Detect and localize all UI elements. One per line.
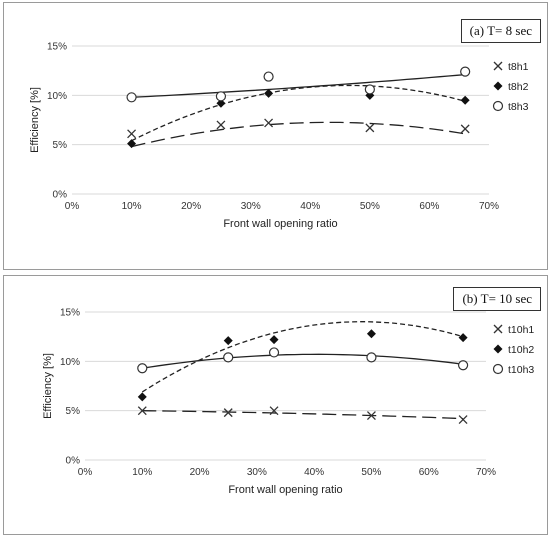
chart-a-y-tick-label: 0% xyxy=(53,190,68,201)
chart-b-legend-label-t10h3: t10h3 xyxy=(508,364,534,376)
chart-b-y-axis-title: Efficiency [%] xyxy=(42,353,54,419)
chart-b-point-t10h3 xyxy=(457,360,469,371)
chart-b-point-t10h3 xyxy=(223,352,234,363)
chart-a-x-tick-label: 10% xyxy=(122,201,142,212)
chart-b-legend-marker-t10h3 xyxy=(492,363,504,375)
chart-a-x-tick-label: 40% xyxy=(300,201,320,212)
chart-a-point-t8h2 xyxy=(127,139,137,149)
chart-b-point-t10h2 xyxy=(269,335,279,345)
chart-b-x-tick-label: 60% xyxy=(419,467,439,478)
chart-b-legend-marker-t10h2 xyxy=(493,344,503,354)
chart-a-point-t8h2 xyxy=(460,95,470,105)
chart-b-x-tick-label: 30% xyxy=(247,467,267,478)
chart-a-x-tick-label: 50% xyxy=(360,201,380,212)
chart-a-y-axis-title: Efficiency [%] xyxy=(29,87,41,153)
chart-a-legend-marker-t8h3 xyxy=(492,100,504,112)
chart-a-trendline-t8h1 xyxy=(131,121,466,148)
chart-a-svg: 0% 5% 10% 15% 0% 10% 20% 30% 40% 50% 60% 70% Front w… xyxy=(29,42,529,231)
chart-panel-b: 0% 5% 10% 15% 0% 10% 20% 30% 40% 50% 60% 70% Front w… xyxy=(3,275,548,535)
chart-b-trendline-t10h2 xyxy=(141,321,464,393)
chart-b-y-tick-label: 15% xyxy=(60,308,80,319)
chart-a-point-t8h3 xyxy=(126,92,137,103)
chart-a-point-t8h1 xyxy=(264,118,274,128)
chart-b-point-t10h2 xyxy=(223,336,233,346)
chart-b-point-t10h2 xyxy=(366,329,376,339)
chart-a-x-tick-label: 70% xyxy=(479,201,499,212)
chart-a-y-tick-label: 10% xyxy=(47,91,67,102)
chart-b-point-t10h1 xyxy=(137,406,147,416)
chart-b-legend-label-t10h2: t10h2 xyxy=(508,344,534,356)
chart-b-point-t10h1 xyxy=(366,411,376,421)
chart-a-x-tick-label: 60% xyxy=(419,201,439,212)
chart-b-y-tick-label: 5% xyxy=(66,406,81,417)
chart-a-point-t8h3 xyxy=(263,71,274,82)
chart-a-title: (a) T= 8 sec xyxy=(460,19,541,43)
chart-b-y-tick-label: 10% xyxy=(60,357,80,368)
chart-a-x-tick-label: 30% xyxy=(241,201,261,212)
chart-a-y-tick-label: 5% xyxy=(53,140,68,151)
chart-b-point-t10h2 xyxy=(458,333,468,343)
chart-b-point-t10h2 xyxy=(137,392,147,402)
chart-a-y-tick-label: 15% xyxy=(47,42,67,53)
chart-a-trendline-t8h3 xyxy=(131,73,466,98)
chart-a-point-t8h3 xyxy=(460,66,471,77)
chart-b-point-t10h1 xyxy=(223,408,233,418)
chart-b-x-axis-title: Front wall opening ratio xyxy=(228,484,342,496)
chart-b-x-tick-label: 50% xyxy=(361,467,381,478)
chart-a-legend-label-t8h1: t8h1 xyxy=(508,61,529,73)
chart-a-x-tick-label: 20% xyxy=(181,201,201,212)
chart-b-legend-label-t10h1: t10h1 xyxy=(508,324,534,336)
chart-b-trendline-t10h3 xyxy=(142,353,464,369)
chart-a-trendline-t8h2 xyxy=(131,84,466,142)
chart-a-legend-label-t8h2: t8h2 xyxy=(508,81,529,93)
chart-b-x-tick-label: 40% xyxy=(304,467,324,478)
chart-b-y-tick-label: 0% xyxy=(66,456,81,467)
chart-b-svg: 0% 5% 10% 15% 0% 10% 20% 30% 40% 50% 60% 70% Front w… xyxy=(42,308,534,497)
chart-b-point-t10h1 xyxy=(458,415,468,425)
chart-a-point-t8h2 xyxy=(216,98,226,108)
chart-b-x-tick-label: 70% xyxy=(476,467,496,478)
chart-a-legend-marker-t8h1 xyxy=(493,61,503,71)
chart-a-point-t8h1 xyxy=(365,123,375,133)
chart-b-x-tick-label: 20% xyxy=(190,467,210,478)
chart-b-point-t10h3 xyxy=(268,347,280,358)
chart-b-x-tick-label: 10% xyxy=(132,467,152,478)
chart-b-x-tick-label: 0% xyxy=(78,467,93,478)
chart-a-legend-marker-t8h2 xyxy=(493,81,503,91)
chart-b-trendline-t10h1 xyxy=(142,410,464,420)
chart-a-point-t8h3 xyxy=(364,84,375,95)
chart-a-point-t8h1 xyxy=(216,120,226,130)
chart-b-legend-marker-t10h1 xyxy=(493,324,503,334)
chart-a-legend-label-t8h3: t8h3 xyxy=(508,101,529,113)
chart-a-point-t8h1 xyxy=(127,129,137,139)
chart-panel-a: 0% 5% 10% 15% 0% 10% 20% 30% 40% 50% 60% 70% Front w… xyxy=(3,2,548,270)
chart-a-point-t8h2 xyxy=(264,88,274,98)
chart-a-point-t8h1 xyxy=(460,124,470,134)
chart-a-point-t8h3 xyxy=(215,91,227,102)
chart-b-title: (b) T= 10 sec xyxy=(453,287,541,311)
chart-a-x-axis-title: Front wall opening ratio xyxy=(223,218,337,230)
chart-b-point-t10h3 xyxy=(366,352,377,363)
chart-b-point-t10h3 xyxy=(137,363,148,374)
chart-b-point-t10h1 xyxy=(269,406,279,416)
chart-a-x-tick-label: 0% xyxy=(65,201,80,212)
